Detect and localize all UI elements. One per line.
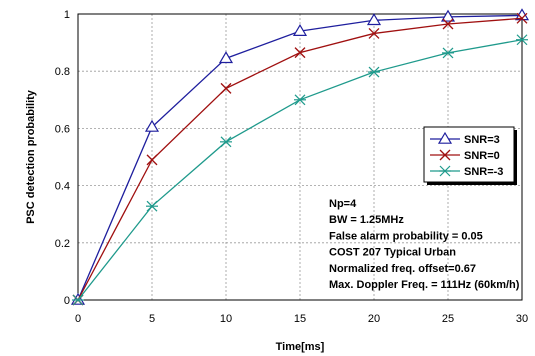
- y-tick-label-4: 0.8: [55, 66, 70, 78]
- series-1-point-3: [294, 47, 306, 59]
- annotation-line-1: BW = 1.25MHz: [329, 214, 404, 226]
- legend-swatch-marker-1: [439, 149, 451, 161]
- series-1-point-1-stroke-b: [146, 154, 158, 166]
- series-1-point-4-stroke-b: [368, 27, 380, 39]
- legend-label-2: SNR=-3: [464, 166, 503, 178]
- x-tick-label-4: 20: [368, 313, 380, 325]
- series-0-point-1: [144, 119, 160, 132]
- tick-labels: 0 5 10 15 20 25 30 0 0.2 0.4 0.6 0.8 1: [55, 9, 528, 325]
- y-tick-label-5: 1: [64, 9, 70, 21]
- x-tick-label-2: 10: [220, 313, 232, 325]
- series-2-point-0: [72, 294, 84, 306]
- series-layer: [70, 8, 530, 306]
- legend-label-0: SNR=3: [464, 134, 500, 146]
- legend-swatch-marker-2: [439, 165, 451, 177]
- plot-frame: [77, 13, 523, 301]
- series-2-point-1: [146, 200, 158, 212]
- y-tick-label-3: 0.6: [55, 123, 70, 135]
- legend-swatch-marker-0: [437, 131, 453, 144]
- annotation-line-5: Max. Doppler Freq. = 111Hz (60km/h): [329, 279, 520, 291]
- x-axis-title: Time[ms]: [276, 341, 325, 353]
- series-2-point-2: [220, 136, 232, 148]
- series-0-point-3-shape: [292, 23, 308, 36]
- annotation-block: Np=4 BW = 1.25MHz False alarm probability …: [329, 198, 520, 291]
- annotation-line-0: Np=4: [329, 198, 357, 210]
- series-0-point-5-shape: [440, 9, 456, 22]
- series-0-point-1-shape: [144, 119, 160, 132]
- series-0-point-4-shape: [366, 13, 382, 26]
- y-tick-label-2: 0.4: [55, 181, 70, 193]
- series-0-point-2: [218, 51, 234, 64]
- series-1-point-2-stroke-b: [220, 82, 232, 94]
- series-1-point-4: [368, 27, 380, 39]
- legend-items: SNR=3 SNR=0 SNR=-3: [430, 131, 503, 178]
- y-axis-title: PSC detection probability: [25, 89, 37, 224]
- series-1-point-1: [146, 154, 158, 166]
- series-1-point-6: [516, 12, 528, 24]
- y-tick-label-0: 0: [64, 295, 70, 307]
- annotation-line-4: Normalized freq. offset=0.67: [329, 263, 476, 275]
- series-1-point-5: [442, 18, 454, 30]
- series-0-point-4: [366, 13, 382, 26]
- series-0-point-5: [440, 9, 456, 22]
- annotation-line-2: False alarm probability = 0.05: [329, 230, 483, 242]
- series-0-point-3: [292, 23, 308, 36]
- y-tick-label-1: 0.2: [55, 238, 70, 250]
- annotation-line-3: COST 207 Typical Urban: [329, 247, 456, 259]
- series-1-point-2: [220, 82, 232, 94]
- series-2-point-4: [368, 66, 380, 78]
- x-tick-label-0: 0: [75, 313, 81, 325]
- series-1-point-6-stroke-b: [516, 12, 528, 24]
- x-tick-label-6: 30: [516, 313, 528, 325]
- series-2-point-5: [442, 47, 454, 59]
- x-tick-label-5: 25: [442, 313, 454, 325]
- series-2-point-3: [294, 94, 306, 106]
- series-0-point-2-shape: [218, 51, 234, 64]
- series-1-point-5-stroke-b: [442, 18, 454, 30]
- legend-swatch-marker-1-stroke-b: [439, 149, 451, 161]
- legend-swatch-marker-0-shape: [437, 131, 453, 144]
- x-tick-label-3: 15: [294, 313, 306, 325]
- series-2-point-6: [516, 34, 528, 46]
- legend: SNR=3 SNR=0 SNR=-3: [423, 126, 517, 185]
- legend-label-1: SNR=0: [464, 150, 500, 162]
- x-tick-label-1: 5: [149, 313, 155, 325]
- series-1-point-3-stroke-b: [294, 47, 306, 59]
